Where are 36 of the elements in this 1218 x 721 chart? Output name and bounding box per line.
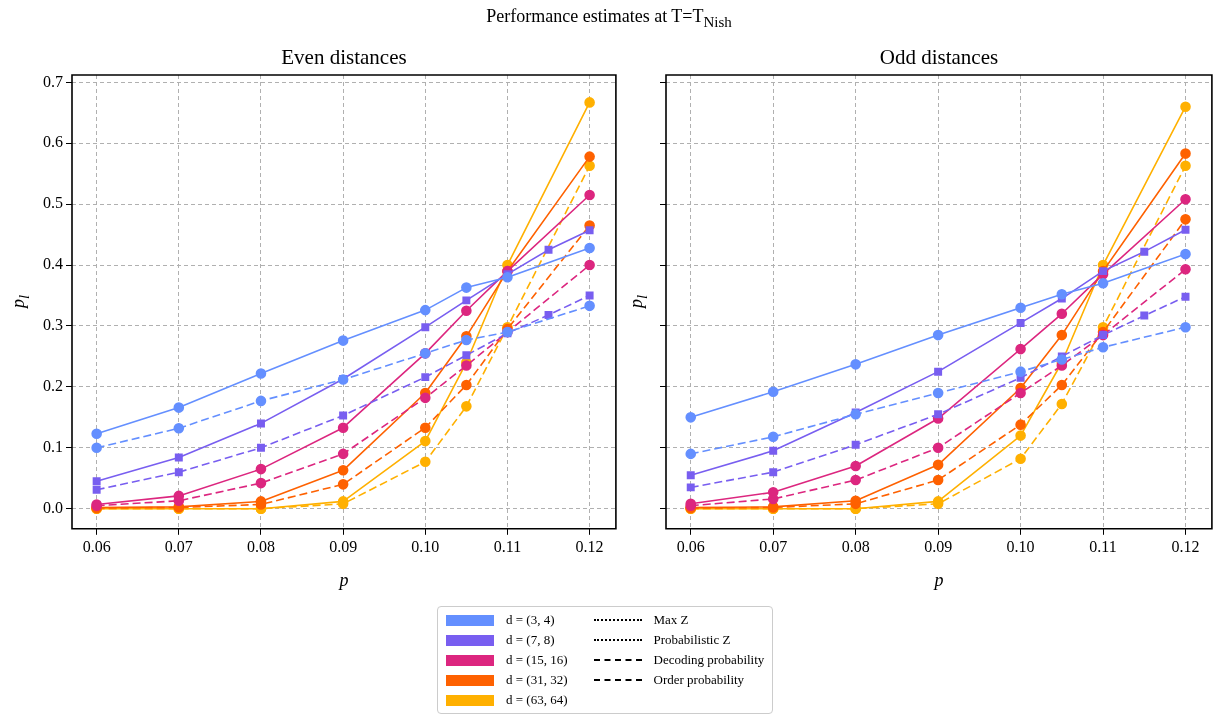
y-tick-label: 0.1 <box>43 437 63 455</box>
x-tick-label: 0.06 <box>82 537 111 555</box>
legend-label: d = (15, 16) <box>506 652 568 668</box>
x-tick-label: 0.08 <box>841 537 870 555</box>
legend-label: d = (31, 32) <box>506 672 568 688</box>
x-tick-label: 0.06 <box>676 537 705 555</box>
legend-label: Order probability <box>653 672 745 688</box>
x-tick-label: 0.09 <box>924 537 953 555</box>
legend-label: Max Z <box>653 612 689 628</box>
legend-label: d = (63, 64) <box>506 692 568 708</box>
y-tick-label: 0.2 <box>43 377 63 395</box>
y-tick-label: 0.3 <box>43 316 63 334</box>
y-tick-label: 0.6 <box>43 133 63 151</box>
x-tick-label: 0.11 <box>493 537 522 555</box>
x-tick-label: 0.11 <box>1089 537 1117 555</box>
x-tick-label: 0.07 <box>759 537 788 555</box>
x-axis-title: p <box>932 570 945 591</box>
y-tick-label: 0.5 <box>43 194 63 212</box>
x-tick-label: 0.07 <box>164 537 193 555</box>
x-tick-label: 0.12 <box>575 537 604 555</box>
legend-label: d = (7, 8) <box>506 632 555 648</box>
y-tick-label: 0.7 <box>43 72 63 90</box>
x-tick-label: 0.10 <box>411 537 440 555</box>
chart-title: Performance estimates at T=T$_{Nish}$ <box>485 6 733 31</box>
chart-subtitle: Odd distances <box>878 45 1000 70</box>
x-axis-title: p <box>337 570 350 591</box>
x-tick-label: 0.12 <box>1171 537 1200 555</box>
x-tick-label: 0.08 <box>246 537 275 555</box>
x-tick-label: 0.10 <box>1006 537 1035 555</box>
x-tick-label: 0.09 <box>329 537 358 555</box>
chart-subtitle: Even distances <box>280 45 408 70</box>
legend-label: d = (3, 4) <box>506 612 555 628</box>
legend-label: Decoding probability <box>653 652 765 668</box>
legend-label: Probabilistic Z <box>653 632 731 648</box>
y-tick-label: 0.0 <box>43 498 63 516</box>
y-tick-label: 0.4 <box>43 255 63 273</box>
